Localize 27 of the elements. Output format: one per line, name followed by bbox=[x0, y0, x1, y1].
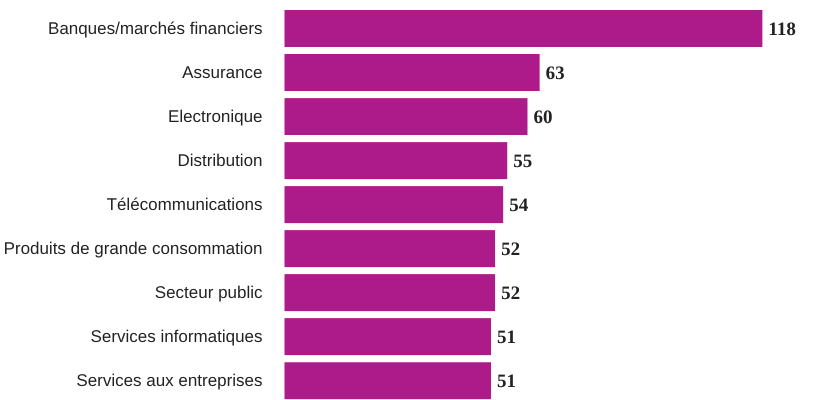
y-tick-label: Distribution bbox=[177, 151, 263, 170]
y-tick-label: Services aux entreprises bbox=[76, 371, 263, 390]
y-tick-label: Produits de grande consommation bbox=[4, 239, 263, 258]
bar bbox=[284, 318, 492, 356]
data-label: 54 bbox=[509, 195, 529, 216]
y-tick-label: Télécommunications bbox=[106, 195, 263, 214]
bar bbox=[284, 274, 496, 312]
data-label: 52 bbox=[501, 239, 520, 260]
data-label: 52 bbox=[501, 283, 520, 304]
y-tick-label: Assurance bbox=[182, 63, 263, 82]
bar bbox=[284, 186, 504, 224]
y-tick-label: Electronique bbox=[168, 107, 263, 126]
data-label: 63 bbox=[546, 63, 565, 84]
bar bbox=[284, 230, 496, 268]
y-tick-label: Services informatiques bbox=[90, 327, 263, 346]
bar bbox=[284, 142, 508, 180]
bar bbox=[284, 10, 762, 47]
bar bbox=[284, 98, 528, 136]
data-label: 60 bbox=[533, 107, 552, 128]
y-tick-label: Secteur public bbox=[154, 283, 263, 302]
bar bbox=[284, 54, 540, 92]
data-label: 51 bbox=[497, 327, 516, 348]
data-label: 118 bbox=[768, 19, 796, 40]
bar bbox=[284, 362, 492, 400]
data-label: 51 bbox=[497, 371, 516, 392]
data-label: 55 bbox=[513, 151, 532, 172]
y-tick-label: Banques/marchés financiers bbox=[48, 19, 263, 38]
